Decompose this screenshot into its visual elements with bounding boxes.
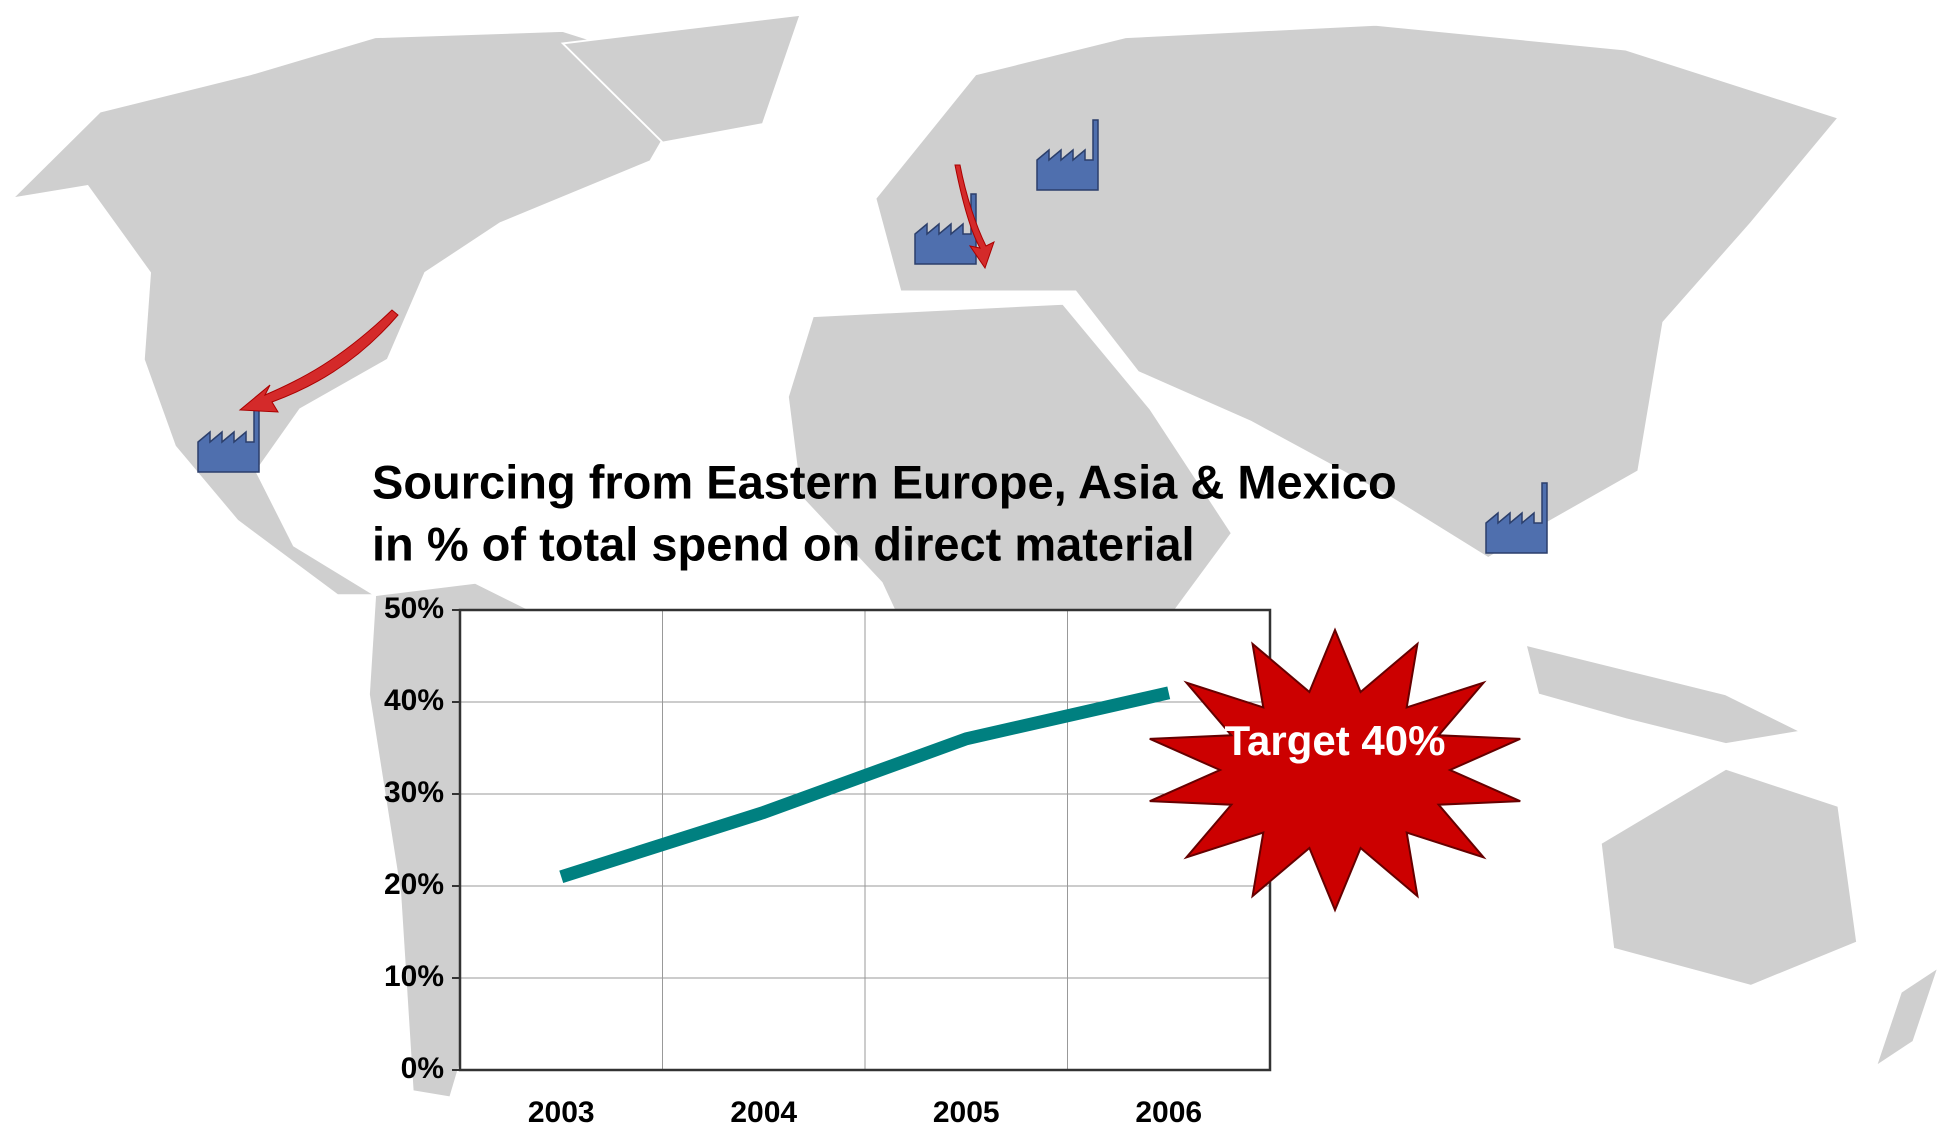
y-tick-label: 40% bbox=[384, 684, 444, 717]
y-tick-label: 0% bbox=[401, 1052, 444, 1085]
red-arrow bbox=[954, 164, 995, 270]
y-tick-label: 30% bbox=[384, 776, 444, 809]
data-line bbox=[559, 686, 1171, 883]
factory-icon bbox=[914, 193, 977, 265]
y-tick-label: 20% bbox=[384, 868, 444, 901]
red-arrow bbox=[238, 309, 399, 413]
x-tick-label: 2004 bbox=[730, 1096, 797, 1129]
australia bbox=[1599, 767, 1859, 987]
factory-icon bbox=[1485, 482, 1548, 554]
new-zealand bbox=[1874, 964, 1941, 1069]
chart-subtitle: in % of total spend on direct material bbox=[372, 517, 1195, 570]
north-america bbox=[9, 30, 702, 597]
chart-title: Sourcing from Eastern Europe, Asia & Mex… bbox=[372, 455, 1397, 508]
x-tick-label: 2006 bbox=[1135, 1096, 1202, 1129]
y-tick-label: 10% bbox=[384, 960, 444, 993]
indonesia bbox=[1524, 643, 1804, 745]
y-tick-label: 50% bbox=[384, 592, 444, 625]
greenland bbox=[560, 13, 802, 144]
annotation-label: Target 40% bbox=[1225, 717, 1446, 764]
x-tick-label: 2003 bbox=[528, 1096, 595, 1129]
x-tick-label: 2005 bbox=[933, 1096, 1000, 1129]
starburst bbox=[1149, 627, 1521, 913]
factory-icon bbox=[1036, 119, 1099, 191]
eurasia bbox=[874, 23, 1840, 560]
